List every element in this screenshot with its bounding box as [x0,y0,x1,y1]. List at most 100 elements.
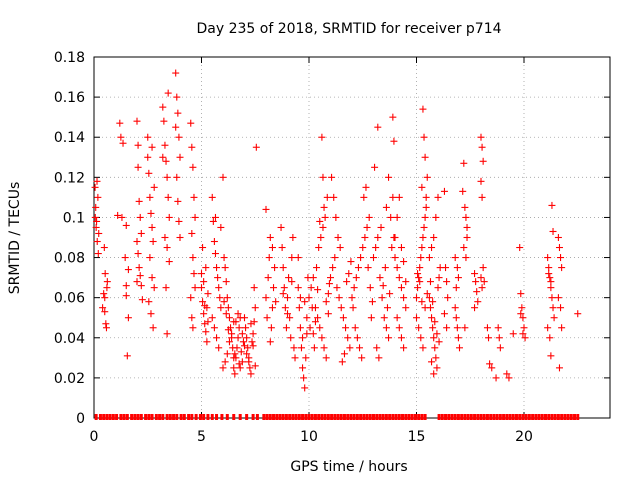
data-point [400,344,408,352]
data-point [137,229,145,237]
data-point [444,294,452,302]
data-point [509,330,517,338]
data-point [221,264,229,272]
data-point [415,324,423,332]
data-point [163,330,171,338]
data-point [252,143,260,151]
data-point [103,284,111,292]
data-point [397,284,405,292]
data-point [477,133,485,141]
data-point [463,234,471,241]
data-point [174,109,182,117]
data-point [198,284,205,292]
data-point [431,344,439,352]
data-point [150,284,158,292]
data-point [391,254,399,262]
data-point [432,354,440,362]
data-point [420,223,428,231]
data-point [101,270,109,278]
data-point [230,364,238,372]
data-point [268,244,276,252]
data-point [547,278,555,286]
data-point [146,193,154,201]
data-point [397,244,405,252]
data-point [402,278,410,286]
data-point [434,193,442,201]
data-point [119,139,127,147]
data-point [517,290,525,298]
data-point [199,298,207,306]
data-point [320,344,328,352]
data-point [360,193,368,201]
data-point [285,274,293,282]
data-point [232,354,240,362]
data-point [235,360,243,368]
data-point [419,344,427,352]
data-point [188,314,196,322]
y-tick-label: 0 [76,411,85,427]
data-point [286,314,294,322]
data-point [189,163,197,171]
data-point [496,344,504,352]
data-point [415,274,423,282]
data-point [336,244,344,252]
data-point [225,338,233,346]
data-point [393,213,401,221]
data-point [430,370,438,378]
data-point [187,294,195,302]
data-point [372,244,380,252]
data-point [148,223,156,231]
data-point [234,310,242,318]
data-point [135,264,143,272]
chart-title: Day 235 of 2018, SRMTID for receiver p71… [196,21,501,37]
data-point [249,342,257,350]
data-point [279,290,287,298]
data-point [488,364,496,372]
y-axis-label: SRMTID / TECUs [7,182,23,295]
data-point [122,282,130,290]
data-point [173,93,181,101]
data-point [267,324,275,332]
data-point [303,314,311,322]
data-point [443,324,451,332]
data-point [245,358,253,366]
data-point [431,318,439,326]
data-point [316,324,324,332]
data-point [385,334,393,342]
data-point [232,318,240,326]
data-point [134,141,142,149]
data-point [213,334,221,342]
data-point [215,284,223,292]
data-point [204,290,212,298]
data-point [294,284,302,292]
data-point [346,344,354,352]
data-point [418,298,426,306]
data-point [461,203,469,211]
data-point [314,314,322,322]
data-point [544,254,552,262]
data-point [558,264,566,272]
data-point [383,304,391,312]
data-point [144,133,152,141]
data-point [162,284,170,292]
data-point [460,244,468,252]
data-point [435,338,443,346]
data-point [545,264,553,272]
data-point [413,314,420,322]
data-point [555,364,563,372]
data-point [363,223,371,231]
data-point [243,350,251,358]
data-point [317,234,325,241]
data-point [208,193,216,201]
data-point [251,362,259,370]
data-point [374,123,382,131]
data-point [278,244,286,252]
data-point [237,348,245,356]
data-point [379,282,387,290]
data-point [417,254,425,262]
data-point [430,234,438,241]
data-point [357,254,365,262]
data-point [397,334,405,342]
data-point [425,254,433,262]
data-point [550,314,558,322]
